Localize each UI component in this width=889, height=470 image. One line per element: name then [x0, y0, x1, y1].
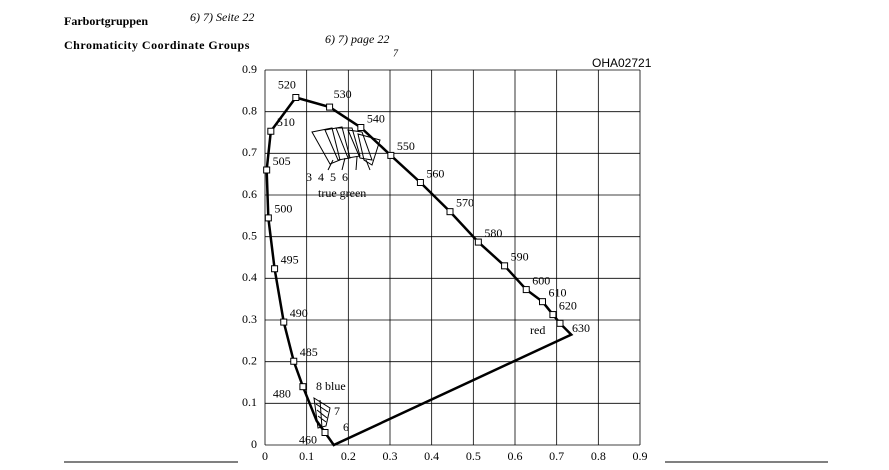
point-label: 600	[532, 273, 550, 287]
point-label: 500	[274, 202, 292, 216]
point-marker	[522, 286, 530, 294]
x-tick-label: 0.3	[383, 449, 398, 463]
point-marker	[446, 208, 454, 216]
point-marker	[263, 166, 271, 174]
x-tick-label: 0.5	[466, 449, 481, 463]
point-marker	[271, 265, 279, 273]
point-marker	[321, 429, 329, 436]
point-label: 540	[367, 111, 385, 125]
point-label: 550	[397, 139, 415, 153]
point-label: 505	[273, 154, 291, 168]
x-tick-label: 0.2	[341, 449, 356, 463]
locus-line	[265, 96, 574, 447]
point-marker	[549, 311, 557, 319]
point-marker	[556, 319, 564, 327]
green-groups	[311, 126, 381, 171]
point-marker	[357, 124, 365, 131]
annotation: 8 blue	[316, 379, 346, 393]
point-label: 480	[273, 386, 291, 400]
x-tick-label: 0.6	[508, 449, 523, 463]
point-marker	[539, 298, 546, 306]
point-marker	[501, 262, 509, 270]
y-tick-label: 0.7	[242, 145, 257, 159]
annotation: 6	[342, 170, 348, 184]
point-label: 510	[277, 115, 295, 129]
point-marker	[387, 151, 395, 159]
ref-note: 7	[393, 48, 399, 59]
point-marker	[292, 94, 300, 101]
annotation: 5	[330, 170, 336, 184]
point-marker	[264, 214, 272, 222]
x-tick-label: 0.8	[591, 449, 606, 463]
point-label: 495	[281, 253, 299, 267]
point-marker	[290, 357, 298, 365]
y-tick-label: 0.6	[242, 187, 257, 201]
point-label: 460	[299, 432, 317, 446]
annotation: 4	[318, 170, 324, 184]
point-label: 560	[426, 166, 444, 180]
blue-groups	[313, 397, 331, 429]
point-marker	[280, 318, 288, 326]
x-tick-label: 0.7	[549, 449, 564, 463]
y-tick-label: 0.3	[242, 312, 257, 326]
point-label: 490	[290, 306, 308, 320]
y-tick-label: 0.1	[242, 395, 257, 409]
x-tick-label: 0.9	[633, 449, 648, 463]
y-tick-label: 0.8	[242, 103, 257, 117]
ref-en: 6) 7) page 22	[325, 32, 389, 46]
y-tick-label: 0.5	[242, 228, 257, 242]
ref-de: 6) 7) Seite 22	[190, 10, 254, 24]
point-label: 570	[456, 195, 474, 209]
point-label: 580	[484, 226, 502, 240]
point-label: 485	[300, 345, 318, 359]
annotation: true green	[318, 186, 366, 200]
annotation: 7	[334, 404, 340, 418]
y-tick-label: 0.9	[242, 62, 257, 76]
point-marker	[299, 383, 307, 391]
point-label: 610	[549, 285, 567, 299]
point-marker	[267, 127, 275, 135]
y-tick-label: 0.2	[242, 353, 257, 367]
y-tick-label: 0.4	[242, 270, 257, 284]
point-marker	[326, 103, 334, 111]
x-tick-label: 0.1	[299, 449, 314, 463]
x-tick-label: 0.4	[424, 449, 439, 463]
point-label: 620	[559, 298, 577, 312]
annotation: 6	[343, 420, 349, 434]
point-label: 530	[334, 87, 352, 101]
y-tick-label: 0	[251, 437, 257, 451]
x-tick-label: 0	[262, 449, 268, 463]
figure-code: OHA02721	[592, 56, 652, 70]
point-marker	[416, 179, 424, 186]
title-de: Farbortgruppen	[64, 14, 148, 28]
point-label: 630	[572, 321, 590, 335]
point-label: 590	[511, 250, 529, 264]
point-marker	[474, 238, 482, 246]
annotation: 3	[306, 170, 312, 184]
title-en: Chromaticity Coordinate Groups	[64, 38, 250, 52]
annotation: red	[530, 323, 545, 337]
point-label: 520	[278, 77, 296, 91]
